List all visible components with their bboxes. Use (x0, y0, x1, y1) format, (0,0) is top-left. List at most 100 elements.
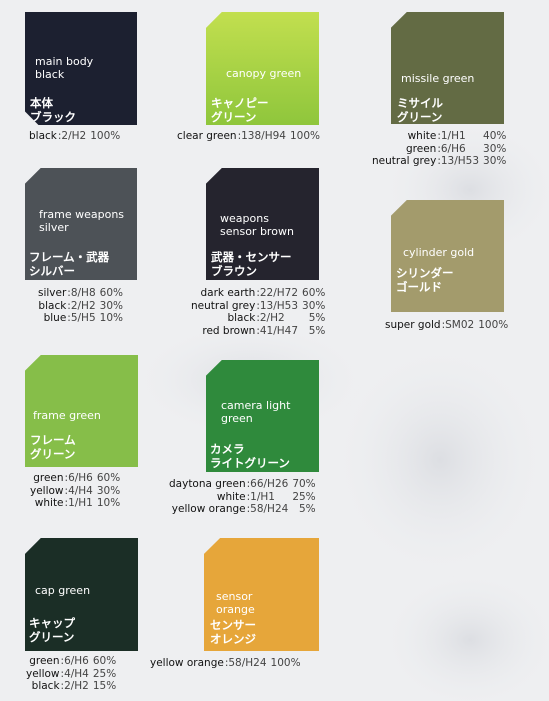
swatch-japanese-name: 武器・センサー ブラウン (211, 250, 292, 278)
swatch-japanese-name: センサー オレンジ (210, 618, 256, 646)
color-chip: canopy green キャノピー グリーン (206, 12, 319, 125)
paint-code: :2/H2 (57, 130, 87, 142)
paint-code: :138/H94 (237, 130, 286, 142)
paint-percent: 30% (99, 299, 123, 312)
mix-row: green:6/H6 60% (26, 655, 116, 668)
mix-row: neutral grey:13/H53 30% (191, 300, 325, 313)
paint-percent: 25% (92, 667, 117, 680)
mix-row: yellow orange:58/H24 100% (150, 657, 301, 670)
color-chip: cylinder gold シリンダー ゴールド (391, 200, 504, 312)
mix-row: yellow orange:58/H24 5% (169, 503, 316, 516)
paint-name: green (406, 142, 437, 155)
paint-code: :1/H1 (437, 130, 466, 142)
mix-table: daytona green:66/H26 70% white:1/H1 25% yell… (169, 478, 316, 516)
paint-name: white (407, 130, 437, 142)
paint-percent: 60% (92, 655, 117, 667)
paint-code: :4/H4 (60, 667, 89, 680)
swatch-japanese-name: 本体 ブラック (30, 96, 76, 124)
mix-row: dark earth:22/H72 60% (191, 287, 326, 300)
mix-table: super gold:SM02 100% (385, 319, 508, 332)
mix-row: clear green:138/H94 100% (177, 130, 320, 143)
mix-row: black:2/H2 100% (29, 130, 120, 143)
paint-name: blue (43, 312, 67, 324)
swatch-japanese-name: ミサイル グリーン (397, 96, 443, 124)
mix-row: green:6/H6 60% (30, 472, 120, 485)
color-chip: sensor orange センサー オレンジ (204, 538, 319, 651)
swatch-english-name: weapons sensor brown (220, 212, 294, 238)
paint-name: green (33, 472, 64, 484)
paint-code: :13/H53 (256, 299, 299, 312)
paint-name: black (227, 312, 256, 324)
mix-table: clear green:138/H94 100% (177, 130, 320, 143)
paint-code: :13/H53 (437, 155, 480, 167)
paint-code: :6/H6 (437, 142, 466, 155)
paint-percent: 5% (308, 324, 326, 337)
paint-name: dark earth (200, 287, 256, 299)
mix-row: red brown:41/H47 5% (191, 325, 325, 338)
mix-row: black:2/H2 15% (26, 680, 117, 693)
mix-row: white:1/H1 10% (30, 497, 120, 510)
paint-percent: 30% (483, 142, 507, 155)
color-chip: cap green キャップ グリーン (25, 538, 138, 651)
mix-row: neutral grey:13/H53 30% (372, 155, 506, 168)
swatch-japanese-name: フレーム グリーン (30, 433, 76, 461)
paint-code: :6/H6 (60, 655, 89, 667)
mix-table: green:6/H6 60% yellow:4/H4 30% white:1/H1 10% (30, 472, 120, 510)
paint-code: :2/H2 (60, 680, 89, 692)
paint-percent: 40% (483, 130, 507, 142)
paint-percent: 100% (270, 657, 301, 669)
mix-row: super gold:SM02 100% (385, 319, 508, 332)
paint-code: :2/H2 (67, 299, 96, 312)
mix-row: daytona green:66/H26 70% (169, 478, 316, 491)
paint-name: black (31, 680, 60, 692)
swatch-japanese-name: カメラ ライトグリーン (210, 442, 290, 470)
paint-code: :8/H8 (67, 287, 96, 299)
paint-name: yellow (26, 667, 60, 680)
paint-percent: 25% (292, 490, 316, 503)
paint-code: :1/H1 (246, 490, 275, 503)
swatch-japanese-name: フレーム・武器 シルバー (29, 250, 110, 278)
paint-percent: 10% (96, 497, 121, 509)
paint-name: white (216, 490, 246, 503)
paint-code: :1/H1 (64, 497, 93, 509)
mix-table: dark earth:22/H72 60% neutral grey:13/H53 3… (191, 287, 325, 337)
swatch-japanese-name: キャノピー グリーン (211, 96, 269, 124)
color-chip: weapons sensor brown 武器・センサー ブラウン (206, 168, 319, 280)
mix-row: white:1/H1 40% (372, 130, 507, 143)
color-chip: frame weapons silver フレーム・武器 シルバー (25, 168, 137, 280)
paint-name: yellow orange (150, 657, 224, 669)
paint-percent: 30% (302, 299, 326, 312)
paint-percent: 30% (96, 484, 121, 497)
swatch-english-name: main body black (35, 55, 94, 81)
swatch-english-name: frame green (33, 409, 101, 422)
paint-code: :66/H26 (246, 478, 289, 490)
swatch-english-name: missile green (401, 72, 475, 85)
mix-table: green:6/H6 60% yellow:4/H4 25% black:2/H2 15% (26, 655, 116, 693)
swatch-japanese-name: シリンダー ゴールド (396, 266, 454, 294)
paint-percent: 30% (483, 155, 507, 167)
paint-code: :22/H72 (256, 287, 299, 299)
mix-row: green:6/H6 30% (372, 143, 506, 156)
swatch-english-name: cylinder gold (403, 246, 475, 259)
paint-percent: 100% (289, 130, 320, 142)
mix-table: white:1/H1 40% green:6/H6 30% neutral grey:1… (372, 130, 506, 168)
swatch-english-name: sensor orange (216, 590, 255, 616)
paint-code: :SM02 (441, 319, 475, 331)
paint-name: red brown (202, 324, 256, 337)
color-chip: frame green フレーム グリーン (25, 355, 138, 467)
paint-name: black (38, 299, 67, 312)
paint-name: neutral grey (191, 299, 256, 312)
paint-percent: 100% (478, 319, 509, 331)
paint-percent: 70% (292, 478, 316, 490)
paint-percent: 100% (90, 130, 121, 142)
paint-name: black (29, 130, 57, 142)
mix-row: yellow:4/H4 25% (26, 668, 116, 681)
paint-name: neutral grey (372, 155, 437, 167)
paint-name: yellow orange (171, 503, 246, 515)
paint-name: clear green (177, 130, 237, 142)
paint-percent: 5% (308, 312, 326, 324)
paint-name: silver (38, 287, 67, 299)
mix-row: black:2/H2 30% (38, 300, 123, 313)
swatch-english-name: canopy green (226, 67, 302, 80)
paint-name: super gold (385, 319, 441, 331)
